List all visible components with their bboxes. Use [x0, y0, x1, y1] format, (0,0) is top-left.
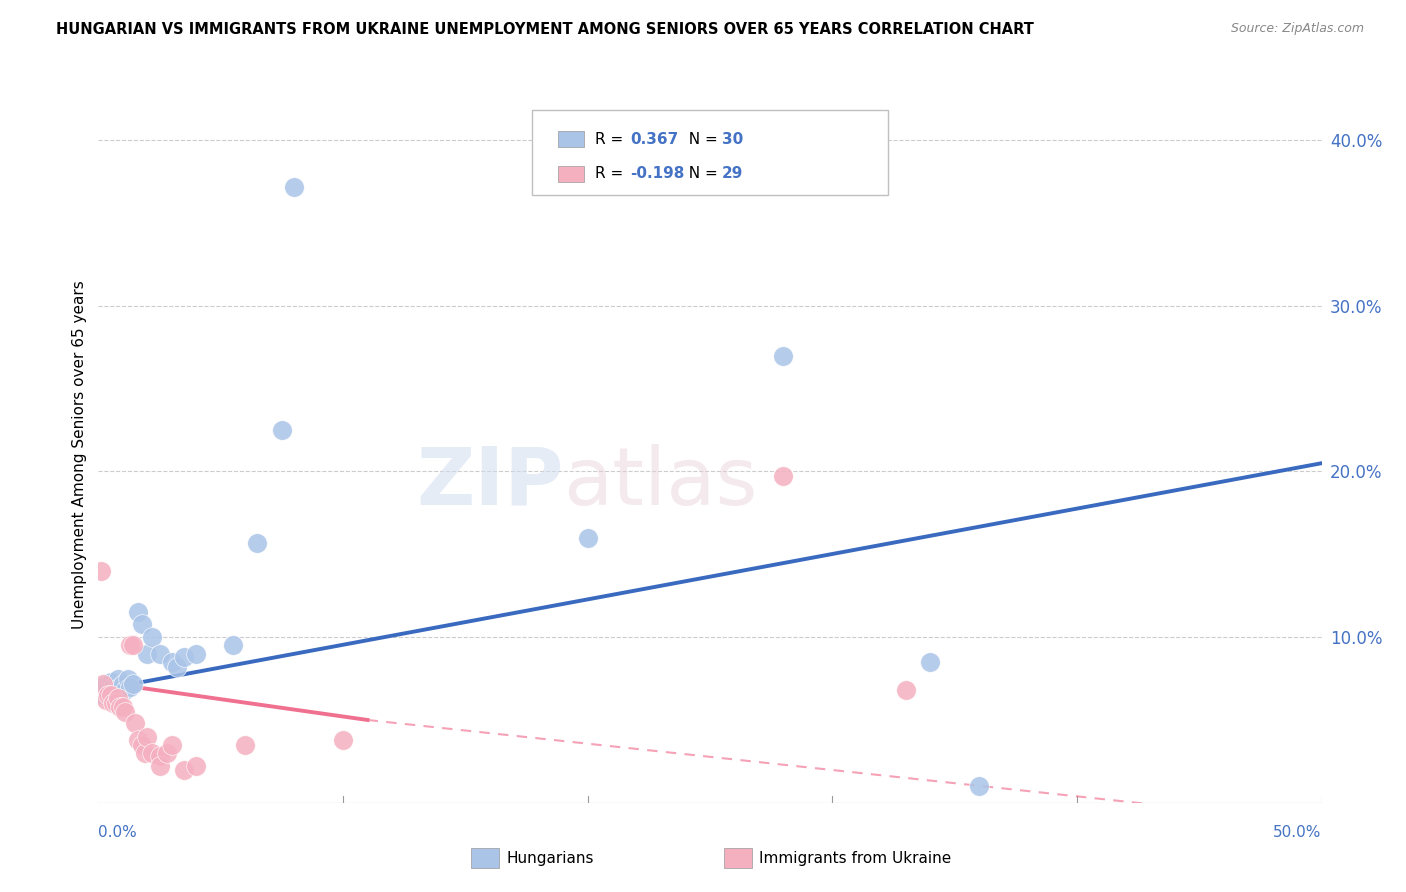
Point	[332, 732, 354, 747]
Point	[270, 423, 294, 437]
Point	[894, 683, 917, 698]
Point	[110, 680, 132, 694]
Point	[91, 688, 114, 702]
Text: 30: 30	[721, 132, 742, 147]
Text: 0.367: 0.367	[630, 132, 679, 147]
Point	[101, 697, 124, 711]
Point	[134, 746, 156, 760]
Text: atlas: atlas	[564, 443, 758, 522]
Text: R =: R =	[595, 166, 628, 181]
Point	[576, 531, 599, 545]
Text: 29: 29	[721, 166, 742, 181]
Text: N =: N =	[679, 132, 723, 147]
Point	[233, 738, 256, 752]
Text: Hungarians: Hungarians	[506, 851, 593, 865]
Point	[156, 746, 179, 760]
Point	[104, 697, 127, 711]
Point	[173, 650, 195, 665]
Point	[120, 680, 142, 694]
Point	[100, 674, 122, 689]
Point	[127, 605, 149, 619]
Point	[114, 683, 136, 698]
Point	[131, 738, 153, 752]
Point	[90, 680, 112, 694]
Point	[166, 660, 188, 674]
Text: Source: ZipAtlas.com: Source: ZipAtlas.com	[1230, 22, 1364, 36]
Point	[141, 746, 163, 760]
Point	[97, 688, 120, 702]
Point	[772, 349, 794, 363]
Point	[107, 691, 129, 706]
Point	[186, 647, 208, 661]
Text: N =: N =	[679, 166, 723, 181]
Point	[121, 676, 143, 690]
Point	[114, 705, 136, 719]
Point	[136, 647, 159, 661]
Point	[160, 655, 183, 669]
Point	[149, 759, 172, 773]
Point	[967, 779, 990, 793]
Point	[124, 716, 146, 731]
Point	[110, 699, 132, 714]
Point	[173, 763, 195, 777]
Point	[100, 688, 122, 702]
Point	[772, 469, 794, 483]
Point	[104, 685, 127, 699]
Point	[107, 672, 129, 686]
Y-axis label: Unemployment Among Seniors over 65 years: Unemployment Among Seniors over 65 years	[72, 281, 87, 629]
Text: Immigrants from Ukraine: Immigrants from Ukraine	[759, 851, 952, 865]
Point	[111, 676, 134, 690]
Point	[94, 693, 117, 707]
Point	[131, 616, 153, 631]
Point	[186, 759, 208, 773]
Point	[283, 179, 305, 194]
Point	[101, 680, 124, 694]
Point	[246, 535, 269, 549]
Point	[160, 738, 183, 752]
Point	[149, 647, 172, 661]
Point	[97, 688, 120, 702]
Text: ZIP: ZIP	[416, 443, 564, 522]
Point	[120, 639, 142, 653]
Point	[91, 683, 114, 698]
Text: HUNGARIAN VS IMMIGRANTS FROM UKRAINE UNEMPLOYMENT AMONG SENIORS OVER 65 YEARS CO: HUNGARIAN VS IMMIGRANTS FROM UKRAINE UNE…	[56, 22, 1035, 37]
Point	[136, 730, 159, 744]
Text: 0.0%: 0.0%	[98, 825, 138, 840]
Text: 50.0%: 50.0%	[1274, 825, 1322, 840]
Point	[222, 639, 245, 653]
Point	[94, 676, 117, 690]
Point	[91, 676, 114, 690]
Text: -0.198: -0.198	[630, 166, 685, 181]
Point	[141, 630, 163, 644]
Point	[90, 564, 112, 578]
Point	[920, 655, 942, 669]
Point	[111, 699, 134, 714]
Point	[149, 749, 172, 764]
Point	[121, 639, 143, 653]
Text: R =: R =	[595, 132, 628, 147]
Point	[117, 672, 139, 686]
Point	[127, 732, 149, 747]
